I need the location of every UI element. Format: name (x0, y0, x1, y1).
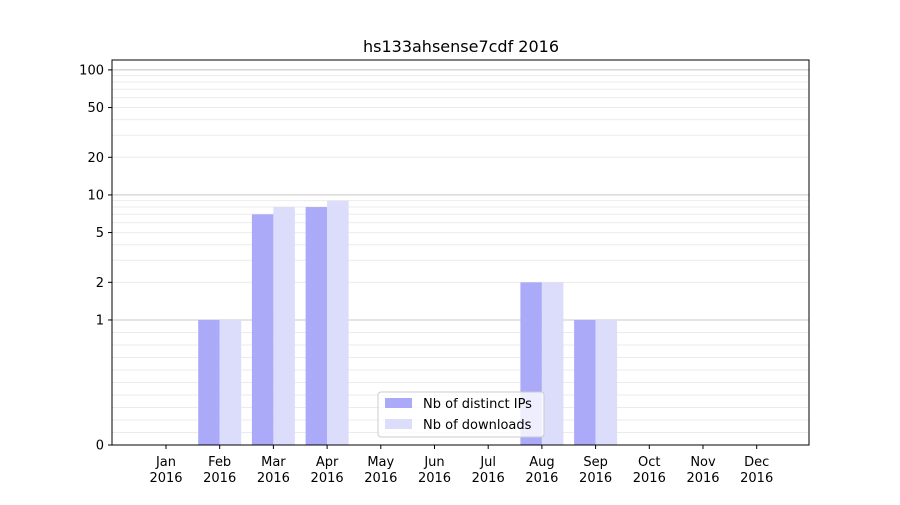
bar-downloads-aug (541, 282, 564, 445)
y-tick-label: 10 (87, 188, 104, 203)
x-tick-label: Aug 2016 (525, 455, 558, 486)
y-tick-label: 20 (87, 151, 104, 166)
y-tick-label: 5 (96, 226, 104, 241)
bar-distinct-ips-mar (251, 214, 274, 445)
x-tick-label: Jun 2016 (418, 455, 451, 486)
y-tick-label: 1 (96, 313, 104, 328)
legend-swatch (385, 398, 412, 408)
x-tick-label: Oct 2016 (633, 455, 666, 486)
bar-downloads-sep (595, 319, 618, 445)
x-tick-label: Jul 2016 (472, 455, 505, 486)
x-tick-label: Apr 2016 (311, 455, 344, 486)
y-tick-label: 0 (96, 439, 104, 454)
legend-box (377, 391, 545, 438)
bar-downloads-mar (273, 207, 295, 445)
legend-swatch (385, 419, 412, 429)
x-tick-label: Sep 2016 (579, 455, 612, 486)
bar-distinct-ips-apr (305, 207, 328, 445)
y-tick-label: 100 (79, 63, 104, 78)
legend: Nb of distinct IPs Nb of downloads (377, 391, 545, 438)
y-tick-label: 50 (87, 101, 104, 116)
bar-downloads-apr (327, 200, 349, 445)
x-tick-label: Nov 2016 (686, 455, 719, 486)
y-tick-label: 2 (96, 276, 104, 291)
bar-downloads-feb (219, 319, 242, 445)
x-tick-label: May 2016 (364, 455, 397, 486)
y-axis: 0 1 2 5 10 20 50 100 (79, 63, 112, 454)
bar-distinct-ips-feb (198, 319, 220, 445)
chart-title: hs133ahsense7cdf 2016 (363, 37, 559, 56)
bar-distinct-ips-sep (574, 319, 596, 445)
bars (198, 200, 618, 445)
plot-frame (111, 59, 810, 446)
x-axis: Jan 2016 Feb 2016 Mar 2016 Apr 2016 May 2016 Jun 20… (149, 445, 773, 486)
x-tick-label: Feb 2016 (203, 455, 236, 486)
legend-label: Nb of downloads (423, 418, 532, 433)
x-tick-label: Mar 2016 (257, 455, 290, 486)
legend-label: Nb of distinct IPs (423, 397, 532, 412)
x-tick-label: Dec 2016 (740, 455, 773, 486)
x-tick-label: Jan 2016 (149, 455, 182, 486)
